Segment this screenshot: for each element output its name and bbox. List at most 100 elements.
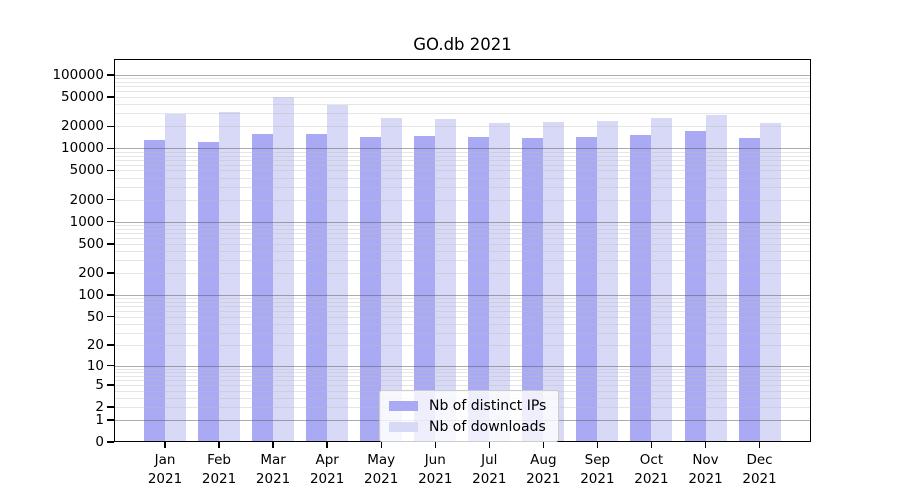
bar-distinct-ips-jun <box>414 136 436 442</box>
gridline-minor-20000 <box>114 126 811 128</box>
y-tick-label-10: 10 <box>86 357 104 374</box>
bar-distinct-ips-apr <box>306 134 328 442</box>
gridline-minor-5 <box>114 384 811 386</box>
y-tick-label-200: 200 <box>78 264 104 281</box>
y-tick-20000 <box>107 125 114 127</box>
gridline-major-1000 <box>114 221 811 223</box>
y-tick-5 <box>107 384 114 386</box>
x-tick-label-jun: Jun 2021 <box>418 452 453 487</box>
gridline-minor-4000 <box>114 177 811 179</box>
bar-downloads-apr <box>327 105 349 442</box>
x-tick-jan <box>164 442 166 448</box>
bar-downloads-feb <box>219 111 241 442</box>
gridline-minor-80 <box>114 301 811 303</box>
y-tick-50 <box>107 315 114 318</box>
bar-downloads-jan <box>165 114 186 442</box>
y-tick-500 <box>107 243 114 245</box>
gridline-minor-500 <box>114 243 811 245</box>
gridline-minor-9000 <box>114 151 811 153</box>
bar-downloads-jul <box>489 122 511 442</box>
x-tick-sep <box>596 442 599 448</box>
y-tick-label-20000: 20000 <box>61 118 104 135</box>
x-tick-may <box>380 442 382 448</box>
gridline-major-100 <box>114 294 811 296</box>
bar-distinct-ips-nov <box>684 131 706 442</box>
y-tick-1000 <box>107 221 114 223</box>
y-tick-200 <box>107 272 114 274</box>
gridline-minor-7000 <box>114 159 811 161</box>
x-tick-label-aug: Aug 2021 <box>526 452 561 487</box>
bar-distinct-ips-feb <box>198 142 220 442</box>
y-tick-label-5: 5 <box>95 376 104 393</box>
y-tick-100 <box>107 294 114 296</box>
x-tick-dec <box>758 442 761 448</box>
x-tick-label-apr: Apr 2021 <box>309 452 345 487</box>
gridline-minor-60000 <box>114 91 811 93</box>
gridline-major-100000 <box>114 74 811 76</box>
bar-downloads-mar <box>273 97 295 442</box>
bar-downloads-sep <box>597 120 619 442</box>
y-tick-label-2: 2 <box>95 398 104 415</box>
gridline-minor-80000 <box>114 82 811 84</box>
y-tick-label-0: 0 <box>95 434 104 450</box>
y-tick-20 <box>107 344 114 346</box>
axis-box <box>114 59 811 442</box>
bar-downloads-nov <box>705 115 727 442</box>
x-tick-label-mar: Mar 2021 <box>255 452 291 487</box>
bar-distinct-ips-mar <box>252 133 274 442</box>
x-tick-apr <box>326 442 328 448</box>
bar-downloads-jun <box>435 119 457 442</box>
y-tick-label-10000: 10000 <box>61 140 104 157</box>
gridline-minor-50000 <box>114 97 811 99</box>
legend-label-distinct-ips: Nb of distinct IPs <box>429 397 547 414</box>
y-tick-label-2000: 2000 <box>69 191 104 208</box>
x-tick-jun <box>434 442 436 448</box>
gridline-minor-40000 <box>114 104 811 106</box>
gridline-minor-900 <box>114 225 811 227</box>
y-tick-label-500: 500 <box>78 235 104 252</box>
x-tick-label-nov: Nov 2021 <box>688 452 723 487</box>
legend-item-downloads: Nb of downloads <box>389 417 546 436</box>
gridline-minor-30 <box>114 332 811 334</box>
gridline-minor-8 <box>114 371 811 373</box>
gridline-minor-90000 <box>114 78 811 80</box>
gridline-minor-6000 <box>114 164 811 166</box>
x-tick-jul <box>488 442 490 448</box>
gridline-minor-300 <box>114 260 811 262</box>
gridline-minor-3000 <box>114 186 811 188</box>
x-tick-mar <box>272 442 274 448</box>
gridline-minor-9 <box>114 368 811 370</box>
plot-area <box>114 59 811 442</box>
gridline-minor-30000 <box>114 113 811 115</box>
x-tick-label-feb: Feb 2021 <box>201 452 237 487</box>
x-tick-label-jul: Jul 2021 <box>472 452 507 487</box>
gridline-minor-70000 <box>114 86 811 88</box>
x-tick-nov <box>704 442 707 448</box>
x-tick-label-sep: Sep 2021 <box>580 452 615 487</box>
gridline-minor-90 <box>114 298 811 300</box>
bar-downloads-dec <box>759 122 781 442</box>
gridline-minor-5000 <box>114 170 811 172</box>
y-tick-50000 <box>107 96 114 98</box>
gridline-minor-400 <box>114 250 811 252</box>
y-tick-0 <box>107 441 114 443</box>
gridline-major-10000 <box>114 148 811 150</box>
gridline-minor-8000 <box>114 155 811 157</box>
gridline-minor-60 <box>114 310 811 312</box>
y-tick-2000 <box>107 198 114 201</box>
legend-item-distinct-ips: Nb of distinct IPs <box>389 396 546 415</box>
y-tick-label-100: 100 <box>78 286 104 303</box>
y-tick-label-5000: 5000 <box>69 162 104 179</box>
bar-downloads-oct <box>651 118 673 442</box>
x-tick-aug <box>542 442 545 448</box>
gridline-minor-2000 <box>114 199 811 201</box>
legend: Nb of distinct IPs Nb of downloads <box>379 390 560 442</box>
gridline-minor-20 <box>114 344 811 346</box>
y-tick-label-50000: 50000 <box>61 89 104 106</box>
y-tick-10000 <box>107 147 114 150</box>
y-tick-100000 <box>107 74 114 76</box>
gridline-major-10 <box>114 365 811 367</box>
legend-label-downloads: Nb of downloads <box>429 418 546 435</box>
y-tick-1 <box>107 419 114 421</box>
